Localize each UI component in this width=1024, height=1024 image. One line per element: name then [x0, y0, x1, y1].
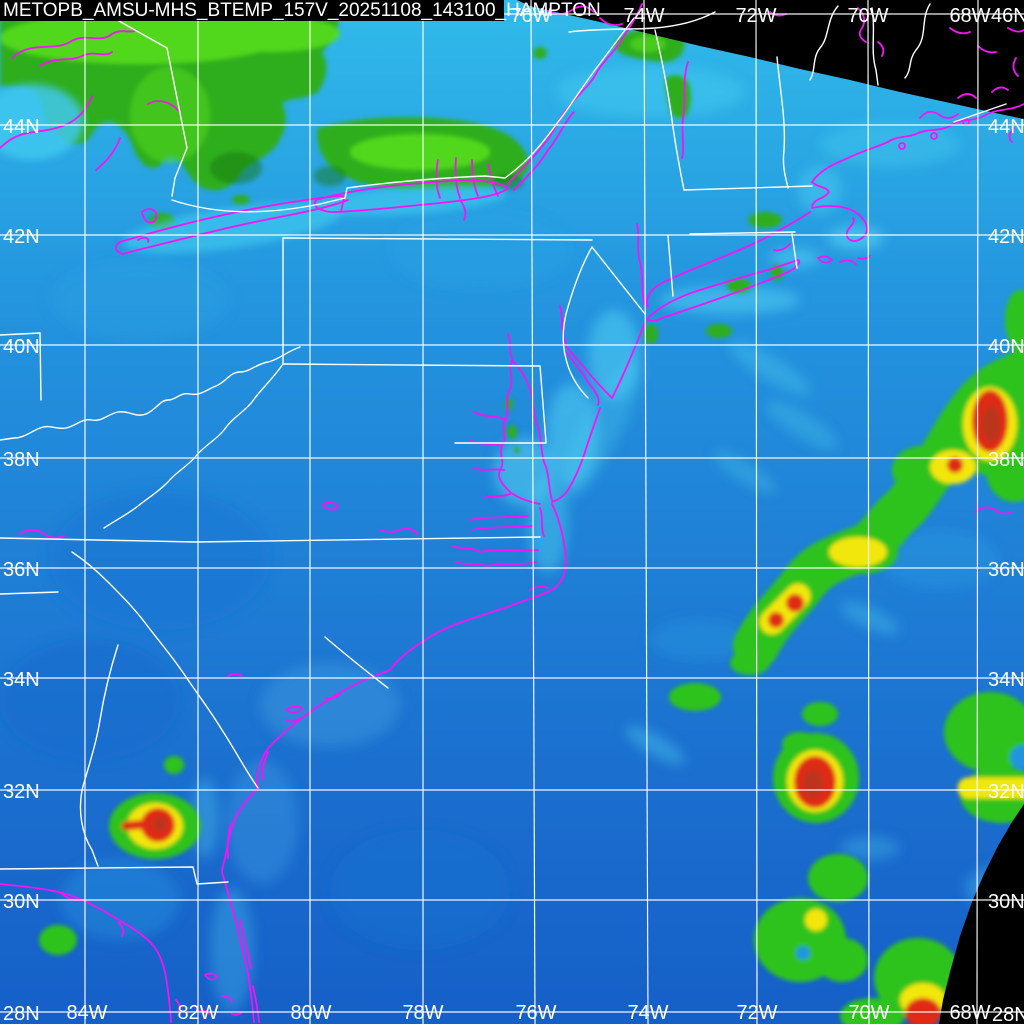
lon-label-top: 68W — [949, 5, 990, 27]
lat-label-left: 38N — [3, 449, 40, 471]
lon-label-bottom: 82W — [177, 1002, 218, 1024]
lat-label-right: 32N — [988, 781, 1024, 803]
lat-label-right: 36N — [988, 559, 1024, 581]
lat-label-right: 42N — [988, 226, 1024, 248]
image-title: METOPB_AMSU-MHS_BTEMP_157V_20251108_1431… — [3, 0, 601, 21]
lat-label-right: 38N — [988, 449, 1024, 471]
lon-label-bottom: 74W — [627, 1002, 668, 1024]
state-borders — [0, 3, 1007, 885]
grid-labels: 76W 74W 72W 70W 68W 46N 84W 82W 80W 78W … — [3, 5, 1024, 1024]
lon-label-bottom: 80W — [290, 1002, 331, 1024]
lat-label-top-right: 46N — [991, 5, 1024, 27]
lat-label-left: 42N — [3, 226, 40, 248]
ocean-texture — [0, 66, 1024, 1012]
lon-label-bottom: 84W — [66, 1002, 107, 1024]
lat-label-right: 40N — [988, 336, 1024, 358]
lon-label-bottom: 68W — [949, 1002, 990, 1024]
lon-label-bottom: 72W — [736, 1002, 777, 1024]
lat-label-right: 28N — [992, 1004, 1024, 1024]
lon-label-top: 74W — [623, 5, 664, 27]
lat-label-left: 32N — [3, 781, 40, 803]
lon-label-top: 76W — [510, 5, 551, 27]
title-background — [0, 0, 504, 21]
lat-label-left: 36N — [3, 559, 40, 581]
lon-label-top: 70W — [847, 5, 888, 27]
lat-label-left: 44N — [3, 116, 40, 138]
lat-label-left: 40N — [3, 336, 40, 358]
lon-label-bottom: 76W — [515, 1002, 556, 1024]
lon-label-bottom: 78W — [402, 1002, 443, 1024]
lat-label-right: 34N — [988, 669, 1024, 691]
lon-label-top: 72W — [735, 5, 776, 27]
title-bar: METOPB_AMSU-MHS_BTEMP_157V_20251108_1431… — [0, 0, 601, 21]
lat-label-right: 30N — [988, 891, 1024, 913]
lat-label-left: 28N — [3, 1003, 40, 1024]
lat-label-left: 34N — [3, 669, 40, 691]
lon-label-bottom: 70W — [848, 1002, 889, 1024]
lat-label-right: 44N — [988, 116, 1024, 138]
lat-label-left: 30N — [3, 891, 40, 913]
